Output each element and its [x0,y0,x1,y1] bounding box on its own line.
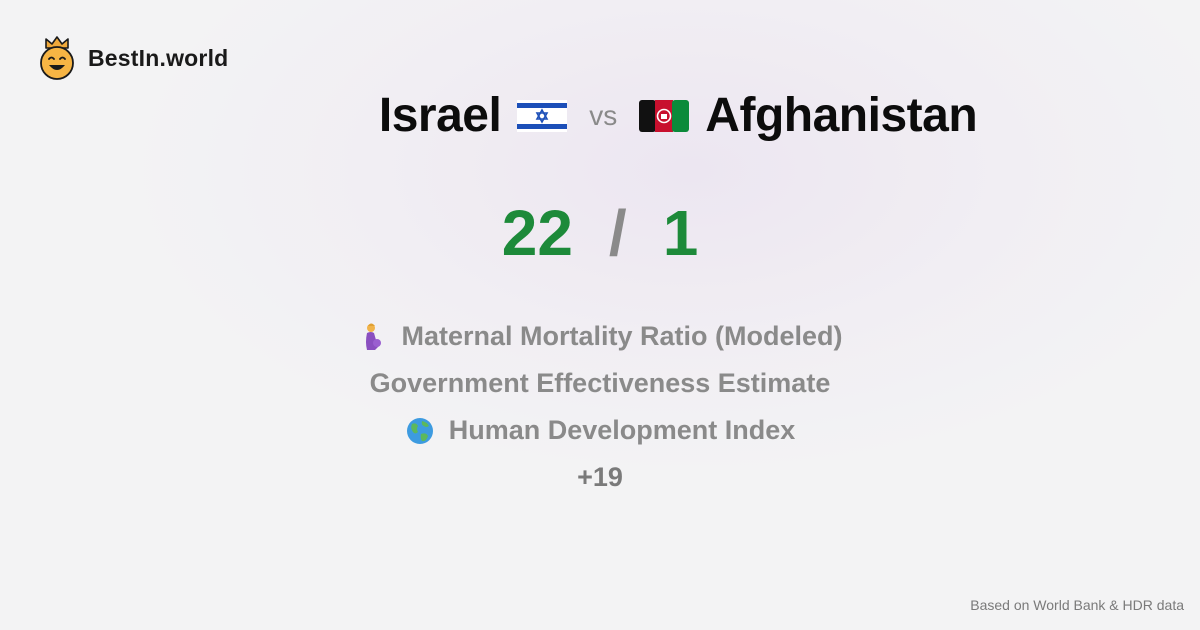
score: 22 / 1 [0,196,1200,270]
data-source-note: Based on World Bank & HDR data [970,597,1184,613]
more-metrics-count[interactable]: +19 [577,462,623,492]
left-country-name: Israel [378,89,502,142]
metric-label: Maternal Mortality Ratio (Modeled) [401,321,843,351]
score-separator: / [608,197,627,269]
comparison-title: Israel vs Afghanistan [0,88,1200,143]
right-score: 1 [662,197,699,269]
metric-item: Maternal Mortality Ratio (Modeled) [0,313,1200,360]
pregnant-woman-icon [366,323,382,350]
left-score: 22 [501,197,573,269]
right-country-name: Afghanistan [705,89,978,142]
metric-item: Human Development Index [0,407,1200,454]
vs-label: vs [589,99,618,131]
metrics-list: Maternal Mortality Ratio (Modeled) Gover… [0,313,1200,501]
israel-flag-icon [517,99,568,132]
metric-label: Human Development Index [448,415,796,445]
metric-item: Government Effectiveness Estimate [0,360,1200,407]
metric-label: Government Effectiveness Estimate [369,368,831,398]
brand[interactable]: BestIn.world [38,36,228,80]
brand-name: BestIn.world [88,44,229,71]
globe-icon [406,417,433,444]
afghanistan-flag-icon [639,99,690,132]
crown-smiley-icon [40,36,74,80]
